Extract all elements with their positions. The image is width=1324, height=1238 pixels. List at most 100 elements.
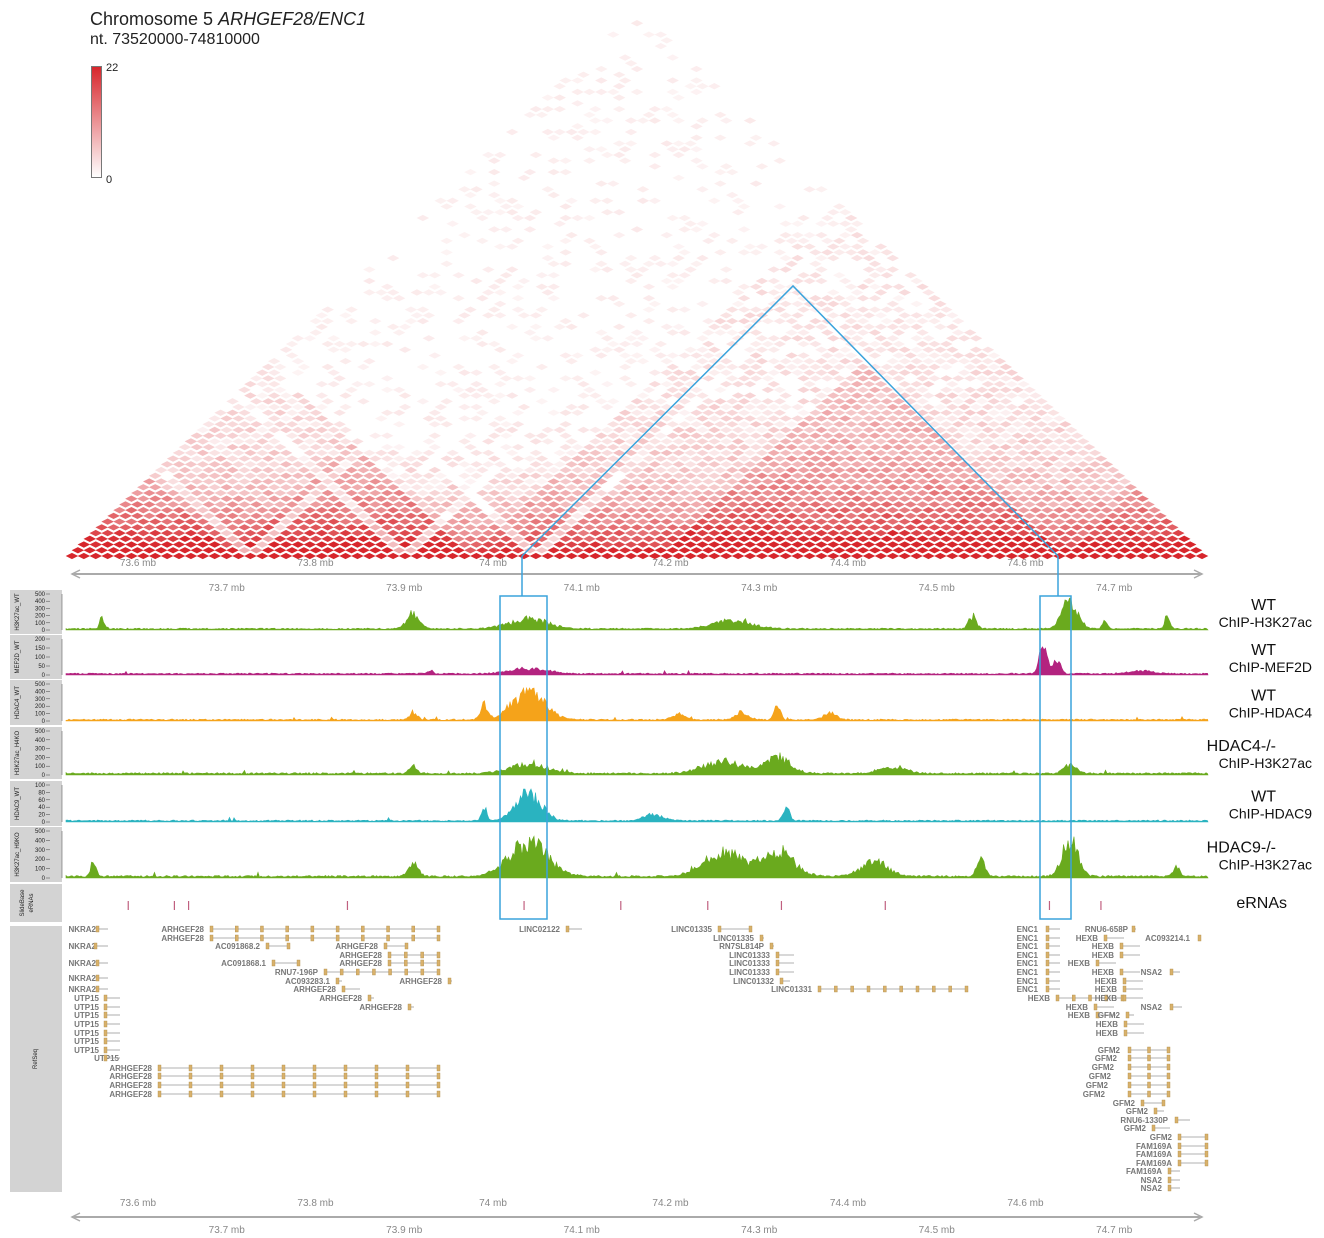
contact-cell bbox=[577, 392, 590, 399]
contact-cell bbox=[476, 524, 489, 531]
contact-cell bbox=[969, 518, 983, 525]
contact-cell bbox=[1064, 484, 1078, 491]
contact-cell bbox=[529, 495, 543, 502]
contact-cell bbox=[137, 484, 150, 491]
contact-cell bbox=[291, 392, 305, 399]
contact-cell bbox=[351, 552, 364, 560]
contact-cell bbox=[880, 317, 894, 325]
contact-cell bbox=[987, 489, 1001, 497]
contact-cell bbox=[547, 547, 560, 554]
y-tick-label: 400 bbox=[35, 738, 46, 744]
contact-cell bbox=[595, 180, 608, 187]
contact-cell bbox=[1076, 461, 1090, 468]
contact-cell bbox=[767, 380, 781, 388]
contact-cell bbox=[755, 163, 769, 170]
contact-cell bbox=[832, 443, 846, 451]
contact-cell bbox=[595, 466, 608, 474]
contact-cell bbox=[904, 363, 917, 371]
contact-cell bbox=[363, 495, 376, 502]
contact-cell bbox=[761, 455, 775, 462]
contact-cell bbox=[386, 518, 400, 525]
gene-exon bbox=[361, 934, 365, 942]
contact-cell bbox=[862, 415, 876, 422]
contact-cell bbox=[321, 512, 334, 520]
gene-label: ARHGEF28 bbox=[339, 951, 382, 960]
contact-cell bbox=[470, 541, 483, 548]
axis-tick-label: 74 mb bbox=[479, 1198, 507, 1209]
contact-cell bbox=[844, 214, 858, 222]
contact-cell bbox=[261, 478, 275, 485]
contact-cell bbox=[767, 449, 781, 457]
contact-cell bbox=[541, 426, 555, 434]
contact-cell bbox=[1070, 455, 1084, 462]
track-side-panel bbox=[10, 635, 62, 679]
contact-cell bbox=[678, 432, 691, 439]
contact-cell bbox=[815, 220, 828, 227]
contact-cell bbox=[678, 421, 691, 428]
gene-model: ENC1 bbox=[1017, 934, 1060, 943]
contact-cell bbox=[934, 495, 947, 502]
axis-tick-label: 74.7 mb bbox=[1096, 1225, 1133, 1236]
contact-cell bbox=[321, 432, 334, 439]
contact-cell bbox=[993, 461, 1007, 468]
contact-cell bbox=[1130, 501, 1143, 508]
contact-cell bbox=[601, 426, 614, 434]
contact-cell bbox=[119, 524, 132, 531]
contact-cell bbox=[690, 524, 703, 531]
gene-label: LINC01333 bbox=[729, 968, 770, 977]
contact-cell bbox=[654, 524, 668, 531]
contact-cell bbox=[601, 495, 614, 502]
contact-cell bbox=[1177, 547, 1191, 554]
contact-cell bbox=[624, 552, 638, 560]
contact-cell bbox=[244, 484, 257, 491]
contact-cell bbox=[934, 552, 947, 560]
contact-cell bbox=[898, 472, 911, 479]
contact-cell bbox=[386, 529, 400, 537]
contact-cell bbox=[666, 111, 679, 119]
contact-cell bbox=[731, 541, 745, 548]
gene-exon bbox=[374, 1081, 379, 1089]
contact-cell bbox=[571, 88, 584, 96]
contact-cell bbox=[838, 220, 852, 227]
contact-cell bbox=[422, 415, 436, 422]
contact-cell bbox=[363, 518, 376, 525]
contact-cell bbox=[862, 312, 876, 319]
contact-cell bbox=[862, 518, 876, 525]
contact-cell bbox=[1160, 552, 1173, 560]
contact-cell bbox=[351, 507, 364, 514]
contact-cell bbox=[803, 335, 816, 342]
contact-cell bbox=[446, 197, 459, 204]
gene-label: ENC1 bbox=[1017, 959, 1039, 968]
contact-cell bbox=[862, 380, 876, 388]
contact-cell bbox=[285, 432, 299, 439]
contact-cell bbox=[660, 472, 673, 479]
contact-cell bbox=[743, 472, 757, 479]
contact-cell bbox=[297, 409, 311, 416]
contact-cell bbox=[428, 466, 442, 474]
contact-cell bbox=[809, 363, 822, 371]
contact-cell bbox=[392, 478, 406, 485]
contact-cell bbox=[327, 461, 340, 468]
contact-cell bbox=[583, 489, 596, 497]
gene-model: LINC01331 bbox=[771, 985, 969, 994]
contact-cell bbox=[791, 254, 804, 262]
contact-cell bbox=[410, 529, 424, 537]
gene-exon bbox=[388, 968, 392, 976]
contact-cell bbox=[535, 478, 549, 485]
contact-cell bbox=[809, 317, 822, 325]
contact-cell bbox=[618, 409, 632, 416]
contact-cell bbox=[1136, 518, 1149, 525]
contact-cell bbox=[488, 340, 501, 348]
contact-cell bbox=[458, 312, 471, 319]
contact-cell bbox=[565, 128, 578, 136]
contact-cell bbox=[160, 529, 174, 537]
contact-cell bbox=[606, 489, 620, 497]
contact-cell bbox=[517, 507, 531, 514]
gene-exon bbox=[411, 925, 415, 933]
contact-cell bbox=[731, 426, 745, 434]
contact-cell bbox=[386, 507, 400, 514]
contact-cell bbox=[993, 507, 1007, 514]
gene-model: GFM2 bbox=[1124, 1124, 1170, 1133]
contact-cell bbox=[511, 524, 525, 531]
